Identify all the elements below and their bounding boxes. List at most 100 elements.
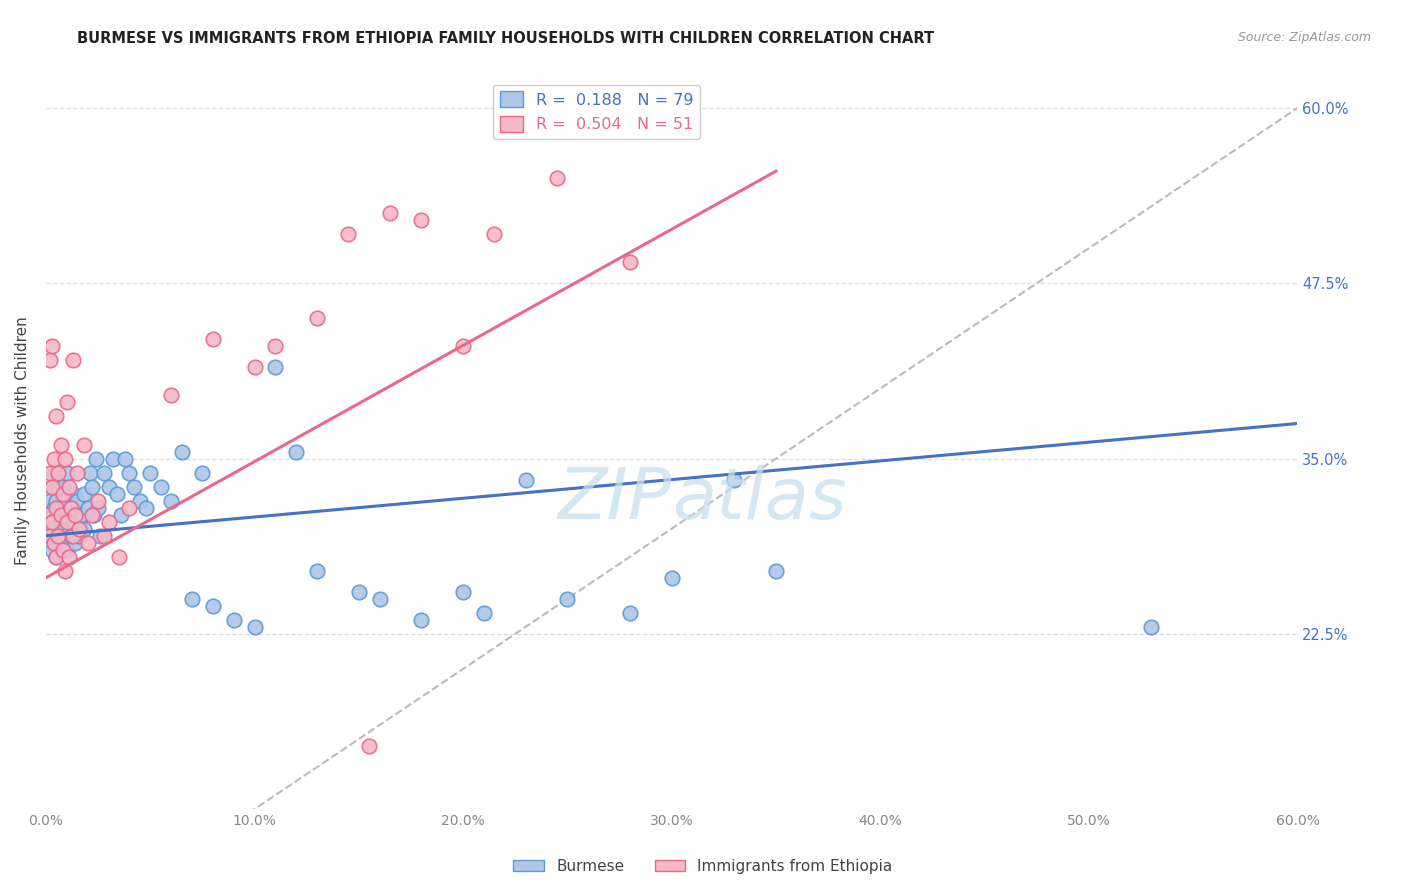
Point	[765, 564, 787, 578]
Point	[48, 480, 70, 494]
Point	[93, 529, 115, 543]
Point	[139, 466, 162, 480]
Point	[149, 480, 172, 494]
Point	[72, 522, 94, 536]
Point	[44, 529, 66, 543]
Point	[53, 529, 76, 543]
Point	[63, 508, 86, 522]
Point	[58, 480, 80, 494]
Point	[108, 549, 131, 564]
Point	[45, 493, 67, 508]
Point	[39, 493, 62, 508]
Point	[49, 515, 72, 529]
Point	[52, 542, 75, 557]
Point	[307, 564, 329, 578]
Point	[41, 480, 63, 494]
Point	[52, 508, 75, 522]
Point	[39, 353, 62, 368]
Point	[347, 584, 370, 599]
Point	[52, 480, 75, 494]
Point	[307, 311, 329, 326]
Point	[48, 466, 70, 480]
Point	[45, 409, 67, 424]
Point	[72, 437, 94, 451]
Point	[368, 591, 391, 606]
Point	[128, 493, 150, 508]
Point	[105, 486, 128, 500]
Point	[264, 360, 287, 375]
Y-axis label: Family Households with Children: Family Households with Children	[15, 317, 30, 566]
Point	[45, 549, 67, 564]
Point	[557, 591, 579, 606]
Point	[546, 171, 568, 186]
Point	[63, 508, 86, 522]
Point	[49, 542, 72, 557]
Point	[72, 486, 94, 500]
Point	[56, 542, 79, 557]
Point	[48, 508, 70, 522]
Point	[191, 466, 214, 480]
Point	[515, 473, 537, 487]
Point	[52, 522, 75, 536]
Point	[1140, 620, 1163, 634]
Point	[48, 529, 70, 543]
Point	[97, 480, 120, 494]
Point	[49, 500, 72, 515]
Point	[80, 480, 103, 494]
Point	[49, 508, 72, 522]
Point	[87, 500, 110, 515]
Text: atlas: atlas	[672, 466, 846, 534]
Point	[45, 500, 67, 515]
Point	[264, 339, 287, 353]
Point	[41, 480, 63, 494]
Point	[37, 515, 59, 529]
Point	[661, 571, 683, 585]
Point	[67, 515, 90, 529]
Point	[76, 535, 98, 549]
Point	[62, 353, 84, 368]
Point	[52, 486, 75, 500]
Point	[619, 255, 641, 269]
Point	[44, 466, 66, 480]
Point	[39, 466, 62, 480]
Point	[56, 466, 79, 480]
Point	[62, 486, 84, 500]
Point	[201, 599, 224, 613]
Point	[49, 437, 72, 451]
Point	[76, 500, 98, 515]
Point	[243, 620, 266, 634]
Point	[67, 522, 90, 536]
Point	[285, 444, 308, 458]
Point	[378, 206, 401, 220]
Point	[170, 444, 193, 458]
Point	[222, 613, 245, 627]
Point	[101, 451, 124, 466]
Point	[87, 493, 110, 508]
Point	[41, 508, 63, 522]
Point	[135, 500, 157, 515]
Point	[44, 451, 66, 466]
Point	[122, 480, 145, 494]
Point	[44, 500, 66, 515]
Point	[93, 466, 115, 480]
Point	[359, 739, 381, 753]
Text: Source: ZipAtlas.com: Source: ZipAtlas.com	[1237, 31, 1371, 45]
Point	[243, 360, 266, 375]
Point	[160, 388, 183, 402]
Point	[45, 549, 67, 564]
Point	[84, 451, 107, 466]
Point	[39, 529, 62, 543]
Point	[472, 606, 495, 620]
Point	[723, 473, 745, 487]
Point	[45, 515, 67, 529]
Point	[37, 508, 59, 522]
Point	[70, 508, 93, 522]
Legend: R =  0.188   N = 79, R =  0.504   N = 51: R = 0.188 N = 79, R = 0.504 N = 51	[494, 85, 700, 138]
Point	[62, 515, 84, 529]
Point	[201, 332, 224, 346]
Legend: Burmese, Immigrants from Ethiopia: Burmese, Immigrants from Ethiopia	[508, 853, 898, 880]
Point	[67, 529, 90, 543]
Point	[66, 466, 89, 480]
Point	[41, 515, 63, 529]
Point	[118, 500, 141, 515]
